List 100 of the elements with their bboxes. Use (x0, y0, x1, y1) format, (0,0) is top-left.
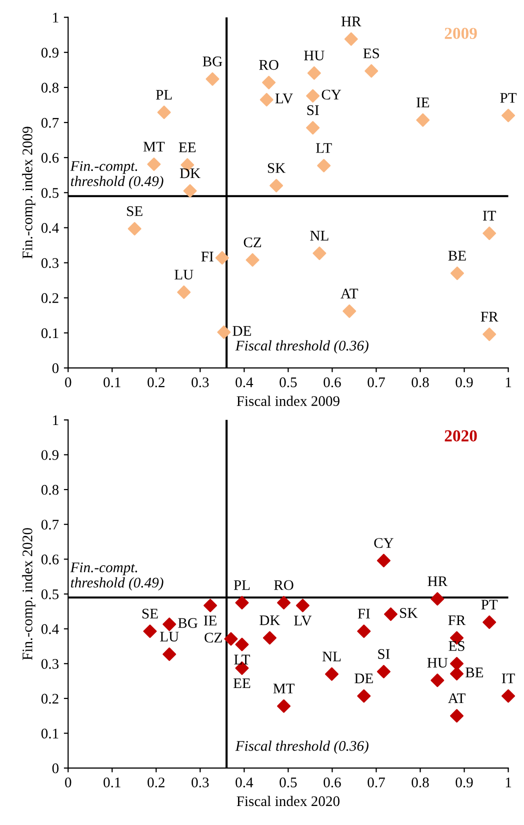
annotation: MT (273, 684, 294, 694)
annotation: SE (127, 206, 142, 216)
annotation: HR (341, 16, 362, 26)
point (270, 178, 284, 192)
x-tick-label: 0.1 (104, 778, 120, 788)
y-tick-label: 0 (52, 763, 59, 774)
point (430, 674, 444, 688)
point (325, 667, 339, 681)
y-tick-label: 0.7 (41, 118, 59, 128)
point (204, 598, 218, 612)
y-tick-label: 0.6 (41, 152, 59, 163)
point (312, 246, 326, 260)
annotation: DE (232, 326, 251, 336)
point (177, 285, 191, 299)
x-tick-label: 0.3 (192, 778, 209, 788)
point (296, 598, 310, 612)
annotation: BG (202, 56, 222, 66)
point (376, 554, 390, 568)
y-tick-label: 0.1 (41, 328, 58, 338)
x-tick-label: 0.4 (236, 778, 254, 788)
point (206, 72, 220, 86)
point (162, 647, 176, 661)
point (502, 108, 516, 122)
y-tick-label: 0.6 (41, 554, 59, 564)
point (183, 184, 197, 198)
y-tick-label: 0.4 (41, 223, 59, 233)
annotation: LU (160, 632, 179, 642)
x-tick-label: 0.2 (148, 778, 164, 788)
point (215, 251, 229, 265)
point (277, 699, 291, 713)
annotation: PL (234, 580, 250, 590)
point (416, 113, 430, 127)
ref-line-label: Fiscal threshold (0.36) (235, 740, 368, 754)
annotation: FI (201, 252, 214, 262)
y-tick-label: 1 (53, 415, 58, 425)
x-tick-label: 0.8 (412, 778, 429, 788)
annotation: LT (316, 143, 332, 153)
point (450, 266, 464, 280)
y-tick-label: 0.3 (41, 658, 59, 669)
point (450, 666, 464, 680)
annotation: IT (502, 674, 515, 684)
point (306, 89, 320, 103)
point (306, 121, 320, 135)
point (235, 638, 249, 652)
point (344, 32, 358, 46)
x-tick-label: 0.6 (324, 778, 341, 788)
annotation: AT (340, 288, 358, 298)
point (260, 92, 274, 106)
point (357, 624, 371, 638)
annotation: SI (378, 649, 390, 659)
point (307, 66, 321, 80)
annotation: LT (234, 654, 250, 664)
x-axis-title: Fiscal index 2020 (236, 796, 340, 806)
y-tick-label: 0.2 (41, 293, 58, 304)
annotation: PL (156, 90, 172, 100)
point (157, 106, 171, 120)
annotation: SE (142, 608, 158, 619)
annotation: DE (354, 674, 373, 684)
annotation: HU (427, 658, 448, 668)
point (450, 709, 464, 723)
x-tick-label: 0.7 (368, 778, 385, 788)
y-axis-title: Fin.-comp. index 2020 (22, 528, 36, 660)
annotation: RO (259, 60, 278, 70)
y-tick-label: 0.5 (41, 589, 59, 600)
annotation: ES (448, 641, 464, 651)
point (217, 325, 231, 339)
annotation: PT (500, 93, 517, 103)
y-tick-label: 0.1 (41, 728, 58, 739)
x-tick-label: 0.6 (324, 377, 341, 388)
y-tick-label: 1 (53, 12, 58, 22)
annotation: EE (233, 678, 250, 688)
point (162, 618, 176, 632)
point (376, 664, 390, 678)
x-tick-label: 1 (506, 377, 512, 388)
point (147, 157, 161, 171)
annotation: IT (483, 210, 496, 220)
annotation: FI (358, 608, 370, 618)
x-tick-label: 0.5 (280, 778, 297, 788)
point (482, 226, 496, 240)
x-tick-label: 0.9 (456, 778, 473, 788)
ref-line-label: Fiscal threshold (0.36) (235, 340, 368, 354)
x-tick-label: 0.9 (456, 377, 473, 388)
annotation: FR (480, 312, 498, 322)
y-tick-label: 0.9 (41, 48, 58, 58)
chart-title: 2009 (444, 28, 477, 40)
x-tick-label: 0 (65, 377, 72, 388)
annotation: FR (448, 615, 466, 626)
annotation: BE (448, 250, 466, 260)
y-tick-label: 0.7 (41, 520, 59, 530)
point (357, 689, 371, 703)
y-tick-label: 0.5 (41, 188, 59, 198)
annotation: PT (481, 600, 498, 610)
annotation: SI (307, 105, 319, 116)
x-tick-label: 0.8 (412, 377, 429, 388)
ref-line-label: Fin.-compt. threshold (0.49) (70, 161, 164, 190)
point (143, 624, 157, 638)
annotation: IE (204, 616, 216, 626)
y-axis-title: Fin.-comp. index 2009 (22, 126, 36, 259)
annotation: RO (274, 580, 294, 590)
x-tick-label: 0.7 (368, 377, 385, 388)
